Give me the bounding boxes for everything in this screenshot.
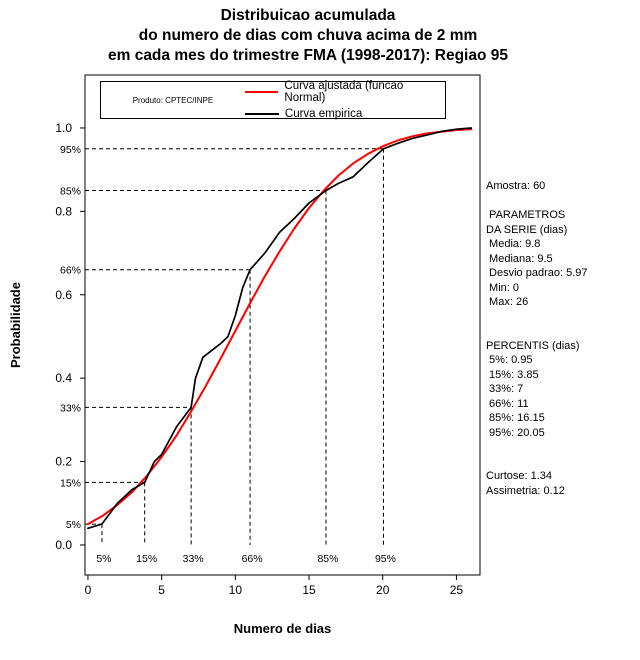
percentile-left-label: 66% [60, 265, 81, 277]
stats-line [486, 194, 640, 209]
x-tick-label: 25 [450, 583, 464, 597]
y-tick-label: 1.0 [55, 121, 72, 135]
stats-line: DA SERIE (dias) [486, 223, 568, 236]
y-tick-label: 0.8 [55, 204, 72, 218]
legend-item-fitted-curve: Curva ajustada (funcao Normal) [244, 80, 445, 104]
legend-items: Curva ajustada (funcao Normal) Curva emp… [244, 80, 445, 120]
percentile-bottom-label: 15% [136, 553, 157, 565]
plot-box [84, 74, 481, 576]
y-tick-label: 0.2 [55, 455, 72, 469]
percentile-bottom-label: 85% [317, 553, 338, 565]
stats-line: 5%: 0.95 [486, 354, 533, 366]
chart-title-line1: Distribuicao acumulada [220, 7, 396, 24]
chart-title-line3: em cada mes do trimestre FMA (1998-2017)… [107, 47, 508, 64]
y-tick-label: 0.4 [55, 371, 72, 385]
stats-line: 15%: 3.85 [486, 368, 539, 381]
percentile-left-label: 95% [60, 144, 81, 156]
stats-panel: Amostra: 60 PARAMETROS DA SERIE (dias) Me… [486, 179, 640, 498]
legend-label-fitted: Curva ajustada (funcao Normal) [284, 80, 404, 104]
stats-line: Desvio padrao: 5.97 [486, 267, 588, 279]
percentile-left-label: 5% [66, 519, 81, 531]
stats-line: PERCENTIS (dias) [486, 339, 580, 352]
legend-box: Produto: CPTEC/INPE Curva ajustada (func… [100, 80, 446, 120]
chart-title: Distribuicao acumulada do numero de dias… [0, 6, 616, 66]
x-tick-label: 15 [302, 583, 316, 597]
stats-line: Mediana: 9.5 [486, 252, 553, 265]
percentile-bottom-label: 33% [183, 553, 204, 565]
stats-line [486, 324, 640, 339]
stats-line: Curtose: 1.34 [486, 470, 553, 482]
percentile-left-label: 33% [60, 402, 81, 414]
x-tick-label: 20 [376, 583, 390, 597]
stats-line [486, 440, 640, 455]
y-tick-label: 0.0 [55, 538, 72, 552]
empirical-curve-line-sample [244, 113, 279, 115]
stats-line: 85%: 16.15 [486, 412, 545, 424]
stats-line: 66%: 11 [486, 397, 529, 410]
product-label: Produto: CPTEC/INPE [132, 95, 214, 105]
stats-line: 33%: 7 [486, 383, 524, 395]
percentile-bottom-label: 95% [375, 553, 396, 565]
stats-line: Assimetria: 0.12 [486, 484, 565, 497]
stats-line [486, 455, 640, 470]
fitted-curve-line-sample [244, 91, 279, 93]
stats-line: Amostra: 60 [486, 180, 546, 192]
stats-line: Media: 9.8 [486, 238, 541, 250]
percentile-bottom-label: 5% [96, 553, 111, 565]
percentile-bottom-label: 66% [242, 553, 263, 565]
chart-title-line2: do numero de dias com chuva acima de 2 m… [138, 27, 478, 44]
x-axis-label: Numero de dias [233, 621, 332, 636]
x-tick-label: 0 [85, 583, 92, 597]
y-tick-label: 0.6 [55, 288, 72, 302]
legend-label-empirical: Curva empirica [284, 108, 363, 120]
stats-line: Max: 26 [486, 296, 529, 308]
stats-line: Min: 0 [486, 281, 520, 294]
empirical-curve [87, 127, 473, 530]
stats-line: 95%: 20.05 [486, 426, 545, 439]
stats-line [486, 310, 640, 325]
legend-item-empirical-curve: Curva empirica [244, 108, 445, 120]
x-tick-label: 5 [158, 583, 165, 597]
y-axis-label: Probabilidade [8, 282, 23, 368]
stats-line: PARAMETROS [486, 209, 566, 221]
percentile-left-label: 85% [60, 186, 81, 198]
fitted-normal-curve [86, 128, 473, 526]
x-tick-label: 10 [229, 583, 243, 597]
percentile-left-label: 15% [60, 477, 81, 489]
